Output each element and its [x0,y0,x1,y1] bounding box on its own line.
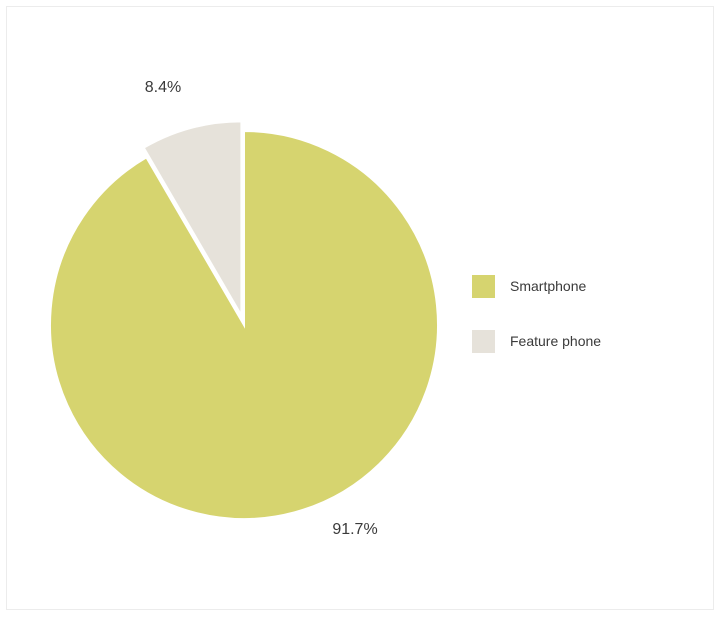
legend-label-feature-phone: Feature phone [510,333,602,349]
pie-slice-feature-phone [142,120,243,320]
pie-slice-smartphone [49,129,439,520]
legend-swatch-feature-phone [472,329,495,353]
legend-item-smartphone: Smartphone [472,274,601,298]
legend: Smartphone Feature phone [472,274,601,384]
legend-item-feature-phone: Feature phone [472,329,601,353]
data-label-smartphone: 91.7% [332,521,377,538]
data-label-feature-phone: 8.4% [145,79,181,96]
legend-swatch-smartphone [472,274,495,298]
legend-label-smartphone: Smartphone [510,278,587,294]
